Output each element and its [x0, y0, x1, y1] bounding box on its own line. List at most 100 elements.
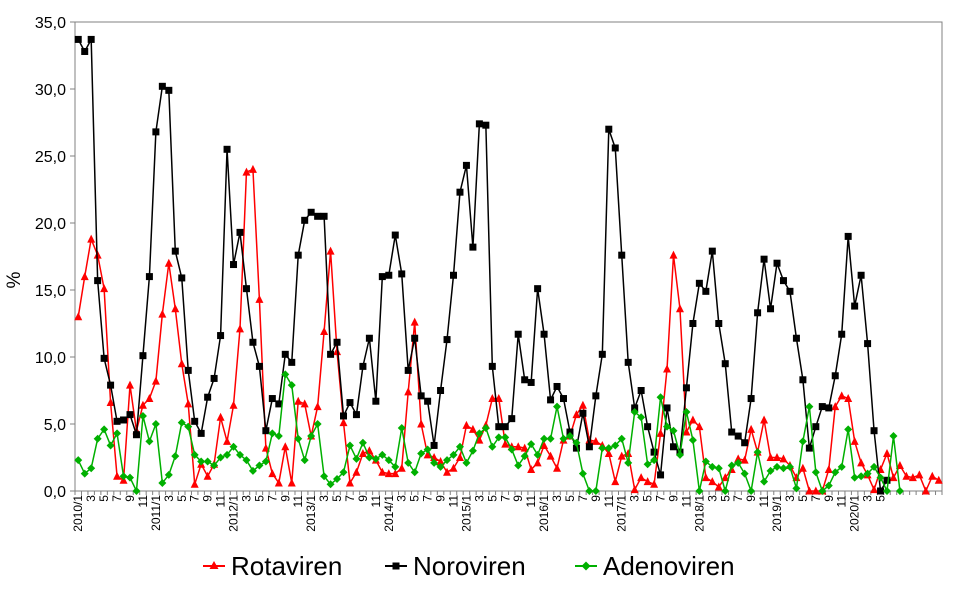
- data-point-noroviren: [553, 382, 561, 390]
- data-point-adenoviren: [417, 449, 426, 458]
- data-point-rotaviren: [87, 234, 96, 243]
- data-point-rotaviren: [844, 394, 853, 403]
- data-point-noroviren: [385, 271, 393, 279]
- data-point-noroviren: [132, 431, 140, 439]
- data-point-noroviren: [398, 270, 406, 278]
- data-point-noroviren: [514, 330, 522, 338]
- y-tick-label: 30,0: [35, 82, 66, 99]
- data-point-rotaviren: [455, 453, 464, 461]
- data-point-adenoviren: [294, 434, 303, 443]
- data-point-noroviren: [631, 404, 639, 412]
- data-point-rotaviren: [611, 477, 620, 486]
- data-point-adenoviren: [727, 461, 736, 470]
- data-point-rotaviren: [423, 450, 432, 459]
- y-tick-label: 25,0: [35, 149, 66, 166]
- data-point-adenoviren: [87, 464, 96, 473]
- data-point-adenoviren: [229, 442, 238, 451]
- x-tick-label: 9: [434, 495, 448, 502]
- data-point-rotaviren: [889, 473, 898, 482]
- data-point-noroviren: [870, 427, 878, 435]
- data-point-adenoviren: [423, 445, 432, 454]
- data-point-rotaviren: [171, 304, 180, 313]
- x-tick-label: 5: [330, 495, 344, 502]
- data-point-rotaviren: [177, 359, 186, 368]
- data-point-adenoviren: [714, 464, 723, 473]
- data-point-rotaviren: [462, 420, 471, 429]
- data-point-noroviren: [152, 128, 160, 136]
- data-point-adenoviren: [197, 457, 206, 466]
- x-tick-label: 7: [576, 495, 590, 502]
- data-point-rotaviren: [527, 465, 536, 474]
- data-point-adenoviren: [792, 484, 801, 493]
- data-point-rotaviren: [643, 477, 652, 486]
- data-point-adenoviren: [378, 450, 387, 459]
- x-tick-label: 7: [809, 495, 823, 502]
- data-point-adenoviren: [811, 468, 820, 477]
- data-point-adenoviren: [734, 458, 743, 467]
- y-axis: 0,0 5,0 10,0 15,0 20,0 25,0 30,0 35,0: [35, 15, 75, 501]
- data-point-rotaviren: [339, 418, 348, 427]
- x-tick-label: 2012/1: [227, 495, 241, 532]
- data-point-rotaviren: [281, 442, 290, 451]
- data-point-noroviren: [773, 259, 781, 267]
- data-point-rotaviren: [675, 304, 684, 313]
- data-point-rotaviren: [436, 457, 445, 466]
- data-point-noroviren: [857, 271, 865, 279]
- y-tick-label: 0,0: [44, 484, 66, 501]
- data-point-noroviren: [779, 277, 787, 285]
- data-point-adenoviren: [540, 434, 549, 443]
- data-point-rotaviren: [468, 424, 477, 433]
- data-point-adenoviren: [760, 477, 769, 486]
- data-point-rotaviren: [578, 400, 587, 409]
- x-tick-label: 3: [84, 495, 98, 502]
- data-point-adenoviren: [449, 450, 458, 459]
- data-point-noroviren: [230, 261, 238, 269]
- data-point-noroviren: [669, 443, 677, 451]
- data-point-noroviren: [605, 125, 613, 133]
- data-point-noroviren: [521, 376, 529, 384]
- data-point-rotaviren: [747, 424, 756, 433]
- x-tick-label: 3: [783, 495, 797, 502]
- data-point-rotaviren: [604, 448, 613, 457]
- data-point-noroviren: [851, 302, 859, 310]
- series-layer: [74, 35, 943, 495]
- x-tick-label: 9: [744, 495, 758, 502]
- data-point-adenoviren: [138, 411, 147, 420]
- data-point-noroviren: [469, 243, 477, 251]
- data-point-adenoviren: [320, 472, 329, 481]
- data-point-rotaviren: [184, 399, 193, 408]
- data-point-noroviren: [702, 287, 710, 295]
- data-point-noroviren: [838, 330, 846, 338]
- data-point-noroviren: [197, 429, 205, 437]
- data-point-rotaviren: [870, 485, 879, 494]
- data-point-noroviren: [178, 274, 186, 282]
- x-tick-label: 7: [188, 495, 202, 502]
- data-point-rotaviren: [475, 435, 484, 444]
- data-point-rotaviren: [352, 467, 361, 476]
- data-point-rotaviren: [235, 324, 244, 333]
- data-point-noroviren: [585, 443, 593, 451]
- y-tick-label: 35,0: [35, 15, 66, 32]
- data-point-rotaviren: [255, 294, 264, 303]
- data-point-rotaviren: [824, 465, 833, 474]
- data-point-rotaviren: [488, 394, 497, 403]
- x-tick-label: 11: [447, 495, 461, 508]
- data-point-rotaviren: [391, 469, 400, 478]
- x-tick-label: 7: [110, 495, 124, 502]
- x-tick-label: 2017/1: [615, 495, 629, 532]
- x-tick-label: 9: [822, 495, 836, 502]
- data-point-noroviren: [74, 35, 82, 43]
- data-point-noroviren: [760, 255, 768, 263]
- data-point-noroviren: [572, 444, 580, 452]
- x-tick-label: 3: [705, 495, 719, 502]
- data-point-adenoviren: [281, 370, 290, 379]
- x-tick-label: 5: [252, 495, 266, 502]
- data-point-rotaviren: [617, 451, 626, 460]
- data-point-adenoviren: [74, 456, 83, 465]
- x-tick-label: 7: [498, 495, 512, 502]
- series-noroviren: [74, 35, 891, 495]
- data-point-adenoviren: [100, 425, 109, 434]
- data-point-adenoviren: [326, 480, 335, 489]
- data-point-noroviren: [327, 350, 335, 358]
- data-point-noroviren: [333, 338, 341, 346]
